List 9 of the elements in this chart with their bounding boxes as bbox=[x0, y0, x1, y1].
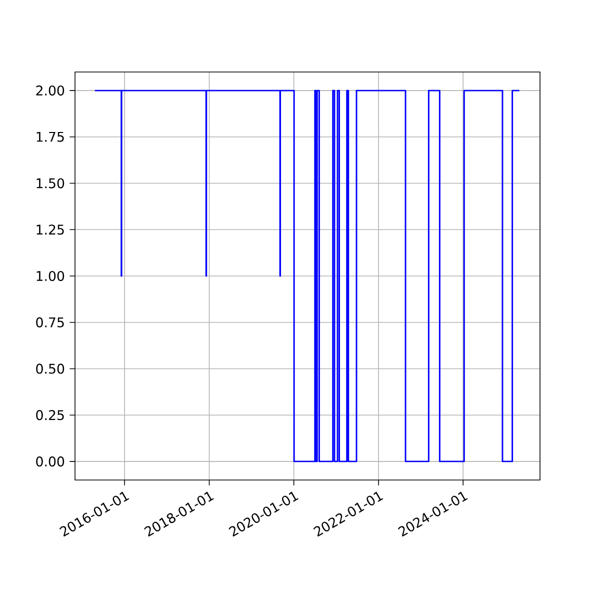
y-tick-label: 1.75 bbox=[36, 132, 64, 142]
y-tick-label: 0.75 bbox=[36, 317, 64, 328]
y-tick-label: 0.00 bbox=[36, 456, 64, 466]
y-tick-label: 2.00 bbox=[36, 85, 64, 96]
y-tick-label: 1.25 bbox=[36, 224, 64, 235]
y-tick-label: 0.50 bbox=[36, 364, 64, 374]
y-tick-label: 0.25 bbox=[36, 410, 64, 420]
y-tick-label: 1.50 bbox=[36, 178, 64, 188]
y-tick-label: 1.00 bbox=[36, 270, 64, 282]
